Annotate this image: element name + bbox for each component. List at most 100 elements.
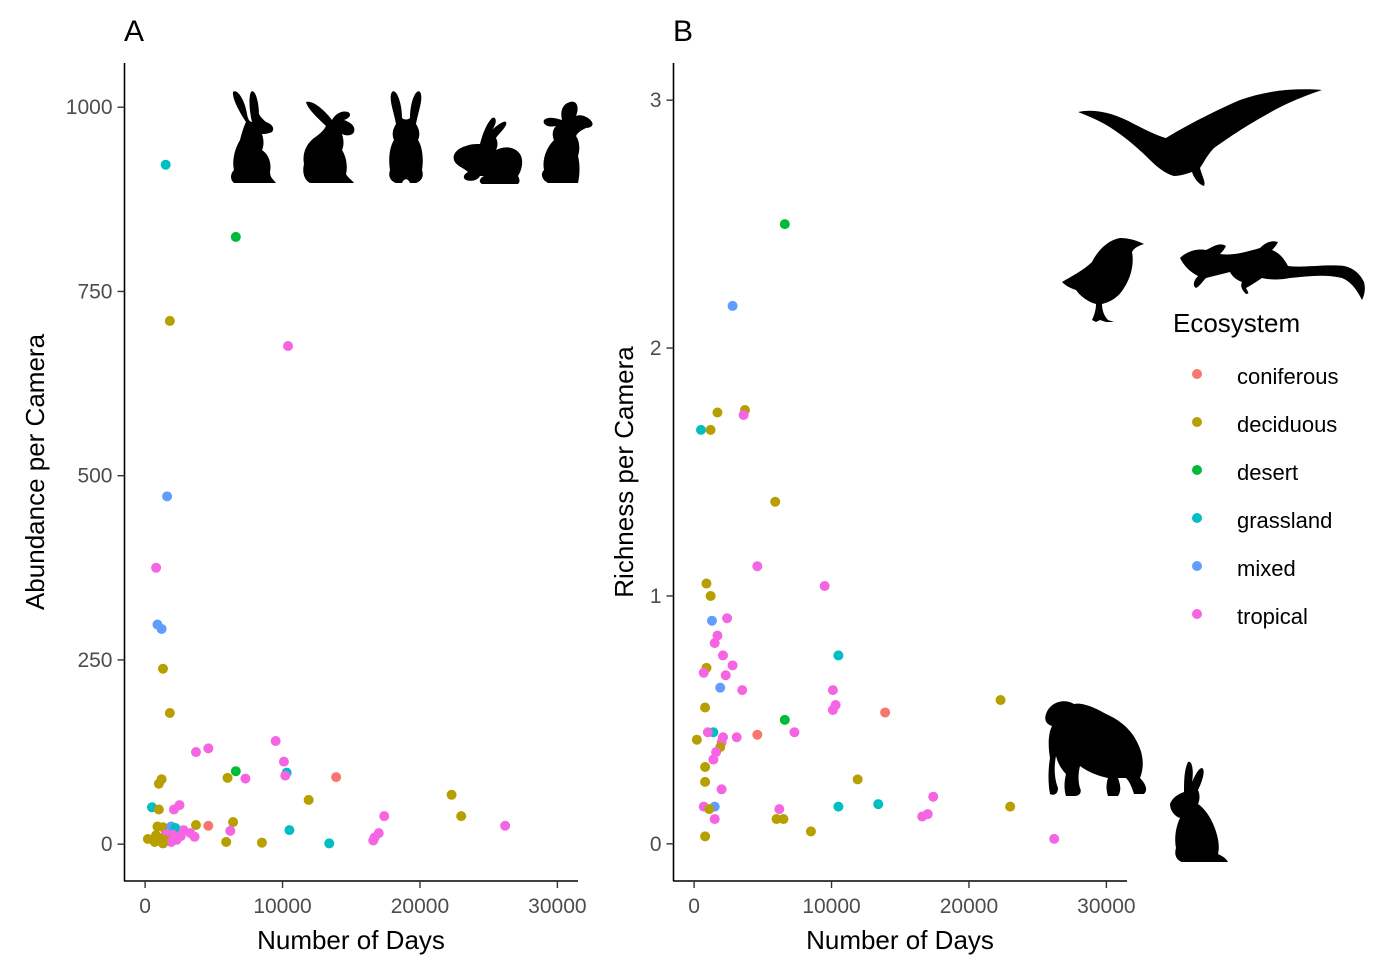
panel-b-point-deciduous [701, 578, 712, 589]
legend-label-desert: desert [1237, 460, 1298, 485]
panel-b-x-tick-label: 20000 [940, 895, 998, 918]
panel-a: A 0 250 500 750 1000 0 10000 20000 30000 Abunda… [20, 15, 593, 955]
panel-b-point-grassland [833, 650, 844, 661]
panel-a-point-tropical [240, 773, 251, 784]
panel-b-point-deciduous [700, 702, 711, 713]
panel-a-point-tropical [379, 811, 390, 822]
panel-a-points [142, 159, 511, 849]
legend: Ecosystem coniferous deciduous desert grass… [1173, 308, 1339, 629]
panel-b-point-deciduous [1005, 801, 1016, 812]
panel-b-point-tropical [752, 561, 763, 572]
panel-b-y-tick-label: 2 [650, 337, 662, 360]
panel-b-point-deciduous [704, 804, 715, 815]
panel-a-x-axis-title: Number of Days [257, 925, 445, 955]
panel-b-point-deciduous [700, 776, 711, 787]
panel-b-point-tropical [717, 650, 728, 661]
legend-title: Ecosystem [1173, 308, 1300, 338]
legend-key-grassland [1192, 513, 1202, 523]
legend-items: coniferous deciduous desert grassland mixed t… [1192, 364, 1339, 629]
panel-a-y-tick-label: 500 [77, 465, 112, 488]
panel-b-point-tropical [709, 814, 720, 825]
panel-b-point-deciduous [705, 590, 716, 601]
panel-b-point-tropical [827, 704, 838, 715]
panel-a-point-tropical [500, 820, 511, 831]
panel-a-point-tropical [278, 756, 289, 767]
legend-key-tropical [1192, 609, 1202, 619]
panel-b-points [691, 219, 1060, 844]
panel-b-y-axis-title: Richness per Camera [609, 346, 639, 598]
panel-a-point-tropical [189, 831, 200, 842]
panel-b-point-mixed [727, 300, 738, 311]
panel-b-point-deciduous [771, 814, 782, 825]
rabbit-icon [453, 117, 523, 184]
panel-a-point-deciduous [190, 819, 201, 830]
panel-b-point-coniferous [752, 729, 763, 740]
panel-a-point-deciduous [228, 817, 239, 828]
panel-b-x-axis-title: Number of Days [806, 925, 994, 955]
panel-b-point-deciduous [712, 407, 723, 418]
legend-key-desert [1192, 465, 1202, 475]
panel-a-y-tick-label: 1000 [66, 96, 113, 119]
panel-b-x-tick-label: 30000 [1077, 895, 1135, 918]
panel-a-point-tropical [225, 825, 236, 836]
panel-b-point-deciduous [995, 695, 1006, 706]
panel-b-point-deciduous [805, 826, 816, 837]
legend-label-tropical: tropical [1237, 604, 1308, 629]
panel-b-point-deciduous [705, 424, 716, 435]
panel-b-point-deciduous [770, 496, 781, 507]
gorilla-icon [1045, 701, 1147, 796]
panel-a-point-deciduous [222, 772, 233, 783]
rabbit-icon [231, 91, 276, 183]
panel-b-y-tick-label: 1 [650, 585, 662, 608]
lizard-icon [1180, 241, 1365, 300]
legend-label-deciduous: deciduous [1237, 412, 1337, 437]
panel-a-point-tropical [168, 804, 179, 815]
panel-b: B 0 1 2 3 0 10000 20000 30000 Richness per Cam… [609, 15, 1365, 955]
panel-a-point-tropical [166, 836, 177, 847]
panel-b-point-tropical [928, 791, 939, 802]
panel-a-point-deciduous [153, 804, 164, 815]
songbird-icon [1062, 238, 1144, 322]
legend-key-deciduous [1192, 417, 1202, 427]
panel-b-x-ticks: 0 10000 20000 30000 [688, 881, 1136, 918]
panel-b-point-tropical [774, 804, 785, 815]
panel-b-point-tropical [702, 727, 713, 738]
panel-a-point-coniferous [331, 772, 342, 783]
panel-b-point-deciduous [778, 814, 789, 825]
rabbit-icon [303, 101, 355, 183]
panel-a-y-tick-label: 250 [77, 649, 112, 672]
panel-a-point-deciduous [164, 315, 175, 326]
legend-label-coniferous: coniferous [1237, 364, 1339, 389]
panel-b-point-tropical [827, 685, 838, 696]
panel-b-point-tropical [709, 638, 720, 649]
panel-b-point-mixed [706, 615, 717, 626]
panel-a-y-tick-label: 750 [77, 280, 112, 303]
panel-b-letter: B [673, 15, 693, 48]
panel-b-point-deciduous [700, 761, 711, 772]
panel-b-point-tropical [727, 660, 738, 671]
panel-b-x-tick-label: 0 [688, 895, 700, 918]
panel-b-point-deciduous [700, 831, 711, 842]
panel-a-point-deciduous [153, 778, 164, 789]
panel-a-x-ticks: 0 10000 20000 30000 [139, 881, 587, 918]
panel-a-point-grassland [284, 825, 295, 836]
panel-b-point-grassland [873, 799, 884, 810]
panel-b-y-tick-label: 0 [650, 833, 662, 856]
panel-b-point-tropical [698, 667, 709, 678]
panel-a-x-tick-label: 0 [139, 895, 151, 918]
panel-a-point-tropical [151, 562, 162, 573]
panel-a-point-desert [230, 766, 241, 777]
panel-a-point-tropical [368, 835, 379, 846]
panel-b-point-grassland [695, 424, 706, 435]
legend-key-coniferous [1192, 369, 1202, 379]
panel-b-point-tropical [819, 581, 830, 592]
panel-b-y-tick-label: 3 [650, 89, 662, 112]
panel-a-x-tick-label: 30000 [528, 895, 586, 918]
panel-a-point-grassland [324, 838, 335, 849]
panel-b-point-coniferous [880, 707, 891, 718]
rabbit-icon [541, 101, 593, 183]
panel-a-point-mixed [162, 491, 173, 502]
panel-a-point-mixed [156, 623, 167, 634]
legend-key-mixed [1192, 561, 1202, 571]
panel-a-point-grassland [160, 159, 171, 170]
